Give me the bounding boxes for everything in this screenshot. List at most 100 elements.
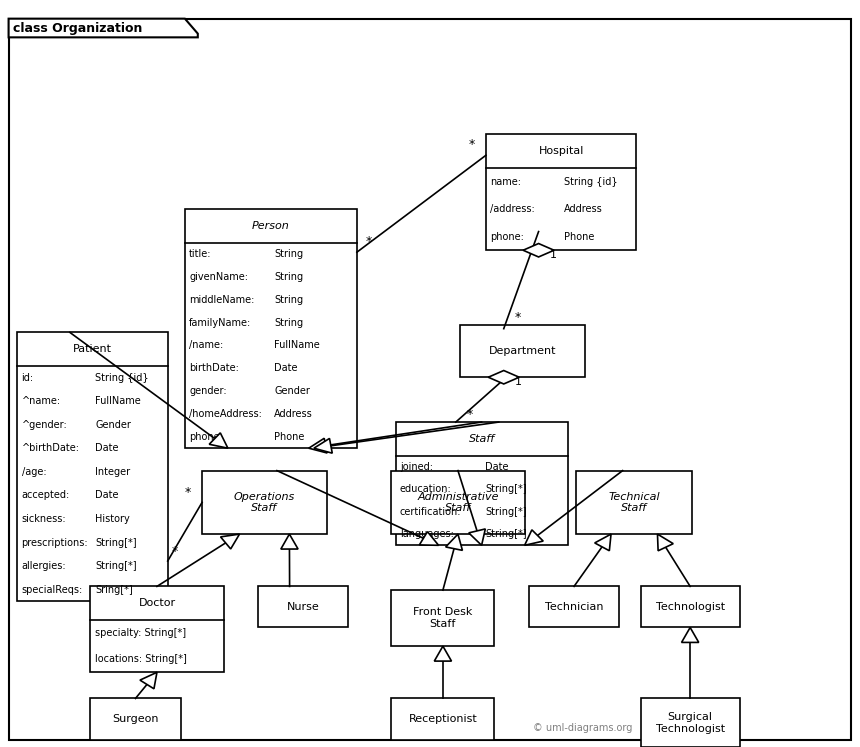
- FancyBboxPatch shape: [641, 698, 740, 747]
- Text: Front Desk
Staff: Front Desk Staff: [413, 607, 473, 629]
- Text: education:: education:: [400, 484, 452, 495]
- FancyBboxPatch shape: [391, 590, 494, 646]
- Text: gender:: gender:: [189, 386, 227, 396]
- Text: Doctor: Doctor: [138, 598, 175, 608]
- Text: Administrative
Staff: Administrative Staff: [417, 492, 499, 513]
- Text: ^birthDate:: ^birthDate:: [22, 444, 79, 453]
- Text: Receptionist: Receptionist: [408, 714, 477, 724]
- Text: prescriptions:: prescriptions:: [22, 538, 88, 548]
- FancyBboxPatch shape: [90, 586, 224, 672]
- Text: givenName:: givenName:: [189, 272, 249, 282]
- FancyBboxPatch shape: [90, 698, 181, 740]
- FancyBboxPatch shape: [391, 471, 525, 534]
- Text: FullName: FullName: [95, 397, 141, 406]
- Text: title:: title:: [189, 249, 212, 259]
- Polygon shape: [488, 371, 519, 384]
- Text: Gender: Gender: [274, 386, 310, 396]
- Polygon shape: [140, 672, 157, 689]
- FancyBboxPatch shape: [258, 586, 348, 627]
- Text: Operations
Staff: Operations Staff: [234, 492, 295, 513]
- Text: locations: String[*]: locations: String[*]: [95, 654, 187, 664]
- Polygon shape: [420, 532, 439, 545]
- Polygon shape: [445, 534, 463, 551]
- Text: /age:: /age:: [22, 467, 46, 477]
- Text: String[*]: String[*]: [485, 484, 526, 495]
- Text: Technical
Staff: Technical Staff: [608, 492, 660, 513]
- Text: Date: Date: [485, 462, 508, 472]
- Polygon shape: [658, 534, 673, 551]
- Text: *: *: [172, 545, 178, 558]
- Polygon shape: [525, 530, 544, 545]
- Text: History: History: [95, 514, 130, 524]
- FancyBboxPatch shape: [185, 209, 357, 448]
- Text: String[*]: String[*]: [95, 538, 137, 548]
- Polygon shape: [281, 534, 298, 549]
- Text: Phone: Phone: [564, 232, 594, 241]
- Text: middleName:: middleName:: [189, 295, 255, 305]
- Text: Technologist: Technologist: [655, 602, 725, 612]
- Text: specialty: String[*]: specialty: String[*]: [95, 628, 186, 638]
- FancyBboxPatch shape: [529, 586, 619, 627]
- FancyBboxPatch shape: [202, 471, 327, 534]
- Polygon shape: [314, 438, 332, 453]
- Text: Nurse: Nurse: [286, 602, 320, 612]
- FancyBboxPatch shape: [9, 19, 851, 740]
- Text: class Organization: class Organization: [13, 22, 142, 34]
- Text: Staff: Staff: [469, 434, 494, 444]
- Text: birthDate:: birthDate:: [189, 363, 239, 374]
- Text: Department: Department: [488, 346, 556, 356]
- Polygon shape: [9, 19, 198, 37]
- Polygon shape: [523, 244, 554, 257]
- Text: *: *: [515, 311, 521, 324]
- Text: String: String: [274, 249, 304, 259]
- Text: *: *: [467, 409, 473, 421]
- Text: *: *: [469, 138, 475, 151]
- Text: String[*]: String[*]: [95, 561, 137, 571]
- Text: FullName: FullName: [274, 341, 320, 350]
- Text: Date: Date: [274, 363, 298, 374]
- Text: String {id}: String {id}: [95, 373, 149, 382]
- Polygon shape: [209, 433, 228, 448]
- FancyBboxPatch shape: [391, 698, 494, 740]
- Text: Person: Person: [252, 221, 290, 231]
- Text: phone:: phone:: [189, 432, 223, 441]
- Text: Date: Date: [95, 491, 119, 500]
- Polygon shape: [469, 529, 485, 545]
- Text: String[*]: String[*]: [485, 529, 526, 539]
- Text: Surgical
Technologist: Surgical Technologist: [655, 712, 725, 734]
- Text: /homeAddress:: /homeAddress:: [189, 409, 262, 419]
- Text: certification:: certification:: [400, 506, 462, 517]
- FancyBboxPatch shape: [460, 325, 585, 377]
- FancyBboxPatch shape: [396, 422, 568, 545]
- Text: String: String: [274, 295, 304, 305]
- Text: allergies:: allergies:: [22, 561, 66, 571]
- FancyBboxPatch shape: [641, 586, 740, 627]
- Text: String: String: [274, 317, 304, 328]
- Polygon shape: [595, 534, 611, 551]
- Text: Patient: Patient: [73, 344, 112, 354]
- Text: Integer: Integer: [95, 467, 131, 477]
- Text: Address: Address: [564, 204, 603, 214]
- Text: phone:: phone:: [490, 232, 524, 241]
- Text: ^name:: ^name:: [22, 397, 60, 406]
- Text: Surgeon: Surgeon: [112, 714, 159, 724]
- Text: /address:: /address:: [490, 204, 535, 214]
- Text: /name:: /name:: [189, 341, 224, 350]
- Text: *: *: [366, 235, 372, 248]
- Text: 1: 1: [515, 376, 522, 387]
- FancyBboxPatch shape: [576, 471, 692, 534]
- Text: Gender: Gender: [95, 420, 132, 430]
- Text: 1: 1: [550, 249, 556, 260]
- Text: ^gender:: ^gender:: [22, 420, 67, 430]
- Text: sickness:: sickness:: [22, 514, 66, 524]
- Polygon shape: [220, 534, 239, 549]
- Text: *: *: [185, 486, 191, 500]
- Text: © uml-diagrams.org: © uml-diagrams.org: [533, 723, 633, 734]
- Text: id:: id:: [22, 373, 34, 382]
- Text: languages:: languages:: [400, 529, 454, 539]
- Text: name:: name:: [490, 177, 521, 187]
- Text: joined:: joined:: [400, 462, 433, 472]
- Polygon shape: [681, 627, 698, 642]
- Text: Address: Address: [274, 409, 313, 419]
- FancyBboxPatch shape: [17, 332, 168, 601]
